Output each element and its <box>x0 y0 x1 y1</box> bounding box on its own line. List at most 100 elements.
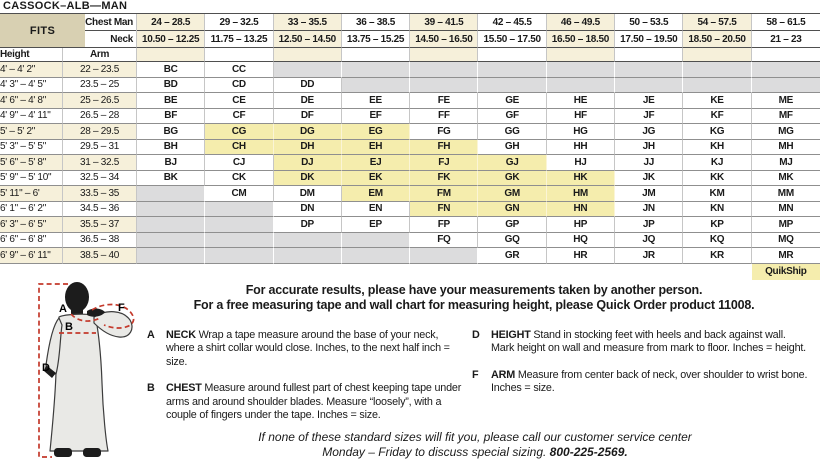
size-code-cell: KH <box>683 139 752 155</box>
size-code-cell: DE <box>273 93 342 109</box>
instruction-term: ARM <box>491 368 515 381</box>
height-range-cell: 4' 3" – 4' 5" <box>0 77 63 93</box>
neck-range-cell: 17.50 – 19.50 <box>615 31 684 48</box>
size-code-cell: HE <box>546 93 616 109</box>
size-code-cell: MK <box>751 171 820 186</box>
neck-measure-line <box>70 313 101 322</box>
size-code-cell: EM <box>341 186 411 202</box>
size-code-cell: CH <box>205 139 274 155</box>
size-code-cell: EE <box>341 93 411 109</box>
size-code-cell: CM <box>205 186 274 202</box>
size-code-cell: EG <box>341 124 411 140</box>
size-unavailable-cell <box>341 248 411 264</box>
size-code-cell: FK <box>410 170 479 186</box>
size-code-cell: JG <box>615 124 684 140</box>
header-spacer-cell <box>341 48 411 62</box>
size-code-cell: EJ <box>341 155 411 171</box>
chest-range-cell: 36 – 38.5 <box>341 14 411 31</box>
arm-range-cell: 23.5 – 25 <box>63 77 137 93</box>
figure-right-foot <box>83 448 101 457</box>
size-table-body: 4' – 4' 2" 22 – 23.5 BC CC 4' 3" – 4' 5" 23.5… <box>0 62 820 280</box>
size-code-cell: JP <box>615 217 684 233</box>
size-code-cell: EH <box>341 139 411 155</box>
neck-range-cell: 11.75 – 13.25 <box>205 31 274 48</box>
size-unavailable-cell <box>273 248 342 264</box>
arm-measure-line <box>91 303 135 329</box>
size-code-cell: CD <box>205 77 274 93</box>
size-code-cell: MG <box>751 124 820 140</box>
size-code-cell: MR <box>751 248 820 264</box>
instruction-text: Wrap a tape measure around the base of y… <box>166 329 450 368</box>
size-code-cell: DF <box>273 108 342 124</box>
size-code-cell: KG <box>683 124 752 140</box>
size-unavailable-cell <box>751 77 820 93</box>
size-code-cell: DK <box>273 170 342 186</box>
size-code-cell: DN <box>273 201 342 217</box>
size-unavailable-cell <box>615 62 684 78</box>
special-sizing-notice: If none of these standard sizes will fit… <box>135 430 815 460</box>
instruction-letter: D <box>472 329 480 341</box>
footer-line-2: Monday – Friday to discuss special sizin… <box>322 445 628 459</box>
size-code-cell: FM <box>410 186 479 202</box>
height-range-cell: 6' 3" – 6' 5" <box>0 217 63 233</box>
height-range-cell: 5' – 5' 2" <box>0 124 63 140</box>
chest-range-cell: 24 – 28.5 <box>137 14 206 31</box>
size-unavailable-cell <box>137 232 206 248</box>
figure-label-f: F <box>118 302 125 314</box>
size-code-cell: HP <box>546 217 616 233</box>
arm-range-cell: 28 – 29.5 <box>63 124 137 140</box>
size-code-cell: KR <box>683 248 752 264</box>
height-measure-line <box>38 283 68 458</box>
size-code-cell: KF <box>683 108 752 124</box>
size-code-cell: GK <box>478 170 547 186</box>
size-unavailable-cell <box>205 232 274 248</box>
size-code-cell: DP <box>273 217 342 233</box>
figure-left-hand <box>44 365 56 378</box>
size-code-cell: JR <box>615 248 684 264</box>
size-code-cell: EN <box>341 201 411 217</box>
fits-wrap: FITS Chest Man Neck <box>0 14 136 47</box>
fits-label: FITS <box>0 14 86 47</box>
arm-range-cell: 26.5 – 28 <box>63 108 137 124</box>
figure-right-hand <box>87 308 105 317</box>
instructions-left-column: A NECK Wrap a tape measure around the ba… <box>147 329 465 435</box>
size-code-cell: GJ <box>478 155 547 171</box>
size-unavailable-cell <box>341 77 411 93</box>
size-code-cell: ME <box>751 93 820 109</box>
size-code-cell: CE <box>205 93 274 109</box>
instruction-term: NECK <box>166 329 196 341</box>
height-range-cell: 6' 6" – 6' 8" <box>0 232 63 248</box>
arm-range-cell: 38.5 – 40 <box>63 248 137 264</box>
size-code-cell: BK <box>137 170 206 186</box>
height-range-cell: 4' – 4' 2" <box>0 62 63 78</box>
size-code-cell: GN <box>478 201 547 217</box>
size-code-cell: DJ <box>273 155 342 171</box>
size-code-cell: EP <box>341 217 411 233</box>
header-spacer-cell <box>273 48 342 62</box>
size-code-cell: FF <box>410 108 479 124</box>
neck-range-cell: 18.50 – 20.50 <box>683 31 752 48</box>
size-unavailable-cell <box>546 62 616 78</box>
quikship-legend: QuikShip <box>751 263 820 280</box>
size-unavailable-cell <box>615 77 684 93</box>
chest-row-label: Chest Man <box>85 14 136 31</box>
size-code-cell: HH <box>546 139 616 155</box>
instruction-text: Measure around fullest part of chest kee… <box>166 382 462 422</box>
size-code-cell: DD <box>273 77 342 93</box>
size-code-cell: JN <box>615 201 684 217</box>
measurement-figure: A B D F <box>38 282 135 458</box>
measurement-notes: For accurate results, please have your m… <box>130 283 818 313</box>
arm-range-cell: 36.5 – 38 <box>63 232 137 248</box>
header-spacer-cell <box>205 48 274 62</box>
size-unavailable-cell <box>683 77 752 93</box>
size-code-cell: MQ <box>751 233 820 248</box>
header-spacer-cell <box>546 48 616 62</box>
size-code-cell: MM <box>751 186 820 202</box>
height-range-cell: 5' 3" – 5' 5" <box>0 139 63 155</box>
size-unavailable-cell <box>410 248 479 264</box>
height-column-header: Height <box>0 48 63 62</box>
size-code-cell: JQ <box>615 232 684 248</box>
size-code-cell: BF <box>137 108 206 124</box>
size-unavailable-cell <box>341 232 411 248</box>
note-line-2: For a free measuring tape and wall chart… <box>193 298 755 312</box>
